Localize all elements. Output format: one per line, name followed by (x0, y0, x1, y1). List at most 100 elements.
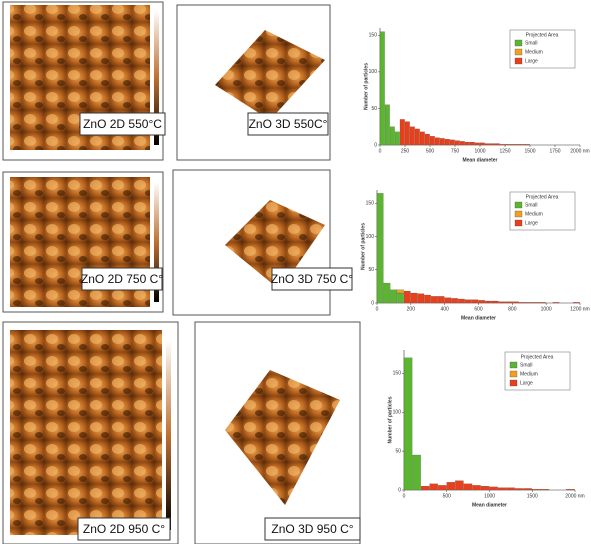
bar (459, 141, 465, 146)
panel-label: ZnO 3D 950 C° (271, 522, 353, 536)
label-box (247, 112, 329, 136)
bar (498, 301, 506, 304)
colorbar (154, 10, 159, 145)
bar (412, 454, 421, 491)
bar (399, 119, 405, 146)
bar (397, 292, 404, 304)
bar (464, 141, 470, 146)
bar (499, 144, 505, 146)
x-tick-label: 750 (451, 148, 460, 154)
y-tick-label: 50 (368, 267, 374, 273)
bar (417, 293, 425, 304)
x-tick-label: 250 (401, 148, 410, 154)
y-tick-label: 100 (366, 234, 375, 240)
bar (379, 31, 385, 146)
legend-swatch (514, 48, 523, 56)
bar (444, 139, 450, 146)
y-tick-label: 150 (366, 201, 375, 207)
bar (479, 142, 485, 146)
bar (429, 483, 438, 491)
x-tick-label: 500 (426, 148, 435, 154)
afm-3d (215, 30, 325, 120)
legend-label: Medium (520, 371, 538, 377)
bar (424, 133, 430, 146)
bar (464, 299, 472, 304)
bar (532, 302, 540, 304)
bar (454, 140, 460, 146)
legend-title: Projected Area (526, 194, 559, 200)
bar (532, 489, 541, 491)
bar (446, 482, 455, 491)
legend-label: Small (525, 202, 538, 208)
bar (512, 301, 519, 304)
y-tick-label: 100 (393, 410, 402, 416)
bar (497, 487, 507, 491)
x-tick-label: 1200 nm (570, 306, 589, 312)
legend-swatch (514, 201, 523, 209)
x-tick-label: 200 (407, 306, 416, 312)
x-tick-label: 600 (474, 306, 483, 312)
bar (484, 143, 490, 146)
bar (403, 290, 411, 304)
x-axis-label: Mean diameter (462, 157, 497, 163)
x-tick-label: 500 (443, 493, 452, 499)
bar (409, 126, 415, 146)
bar (494, 143, 500, 146)
bar (478, 300, 485, 304)
bar (474, 142, 480, 146)
bar (515, 488, 524, 491)
bar (451, 298, 458, 304)
bar (552, 302, 560, 304)
panel-label: ZnO 3D 550C° (249, 117, 328, 131)
legend-label: Large (525, 220, 538, 226)
label-box (271, 267, 353, 291)
bar (480, 486, 490, 491)
legend-label: Small (525, 40, 538, 46)
bar (437, 296, 445, 304)
label-box (81, 267, 163, 291)
x-tick-label: 400 (440, 306, 449, 312)
bar (384, 104, 390, 146)
bar (514, 144, 520, 146)
label-box (77, 517, 171, 541)
x-tick-label: 0 (379, 148, 382, 154)
bar (444, 297, 452, 304)
x-tick-label: 1000 (541, 306, 552, 312)
bar (491, 300, 499, 304)
x-tick-label: 1000 (474, 148, 485, 154)
bar (434, 137, 440, 146)
bar (389, 126, 395, 146)
colorbar (166, 340, 171, 530)
bar (471, 299, 479, 304)
label-box (79, 112, 166, 136)
legend-label: Medium (525, 49, 543, 55)
x-tick-label: 2000 nm (570, 148, 589, 154)
bar (518, 302, 526, 304)
x-tick-label: 1500 (527, 493, 538, 499)
legend-label: Small (520, 362, 533, 368)
bar (458, 298, 465, 304)
y-tick-label: 0 (371, 300, 374, 306)
y-tick-label: 50 (395, 448, 401, 454)
bar (397, 289, 404, 294)
legend-swatch (514, 219, 523, 227)
x-tick-label: 800 (508, 306, 517, 312)
legend-swatch (514, 210, 523, 218)
bar (469, 141, 475, 146)
bar (438, 485, 447, 491)
bar (485, 300, 492, 304)
y-axis-label: Number of particles (387, 396, 393, 443)
bar (424, 294, 431, 304)
panel-label: ZnO 2D 550°C (83, 117, 162, 131)
y-tick-label: 100 (369, 69, 378, 75)
x-tick-label: 1500 (524, 148, 535, 154)
bar (404, 121, 410, 146)
legend-swatch (509, 379, 518, 387)
x-tick-label: 0 (403, 493, 406, 499)
afm-3d (225, 200, 325, 290)
bar (539, 302, 546, 304)
legend-title: Projected Area (521, 354, 554, 360)
panel-label: ZnO 2D 750 C° (81, 272, 163, 286)
bar (489, 143, 495, 146)
